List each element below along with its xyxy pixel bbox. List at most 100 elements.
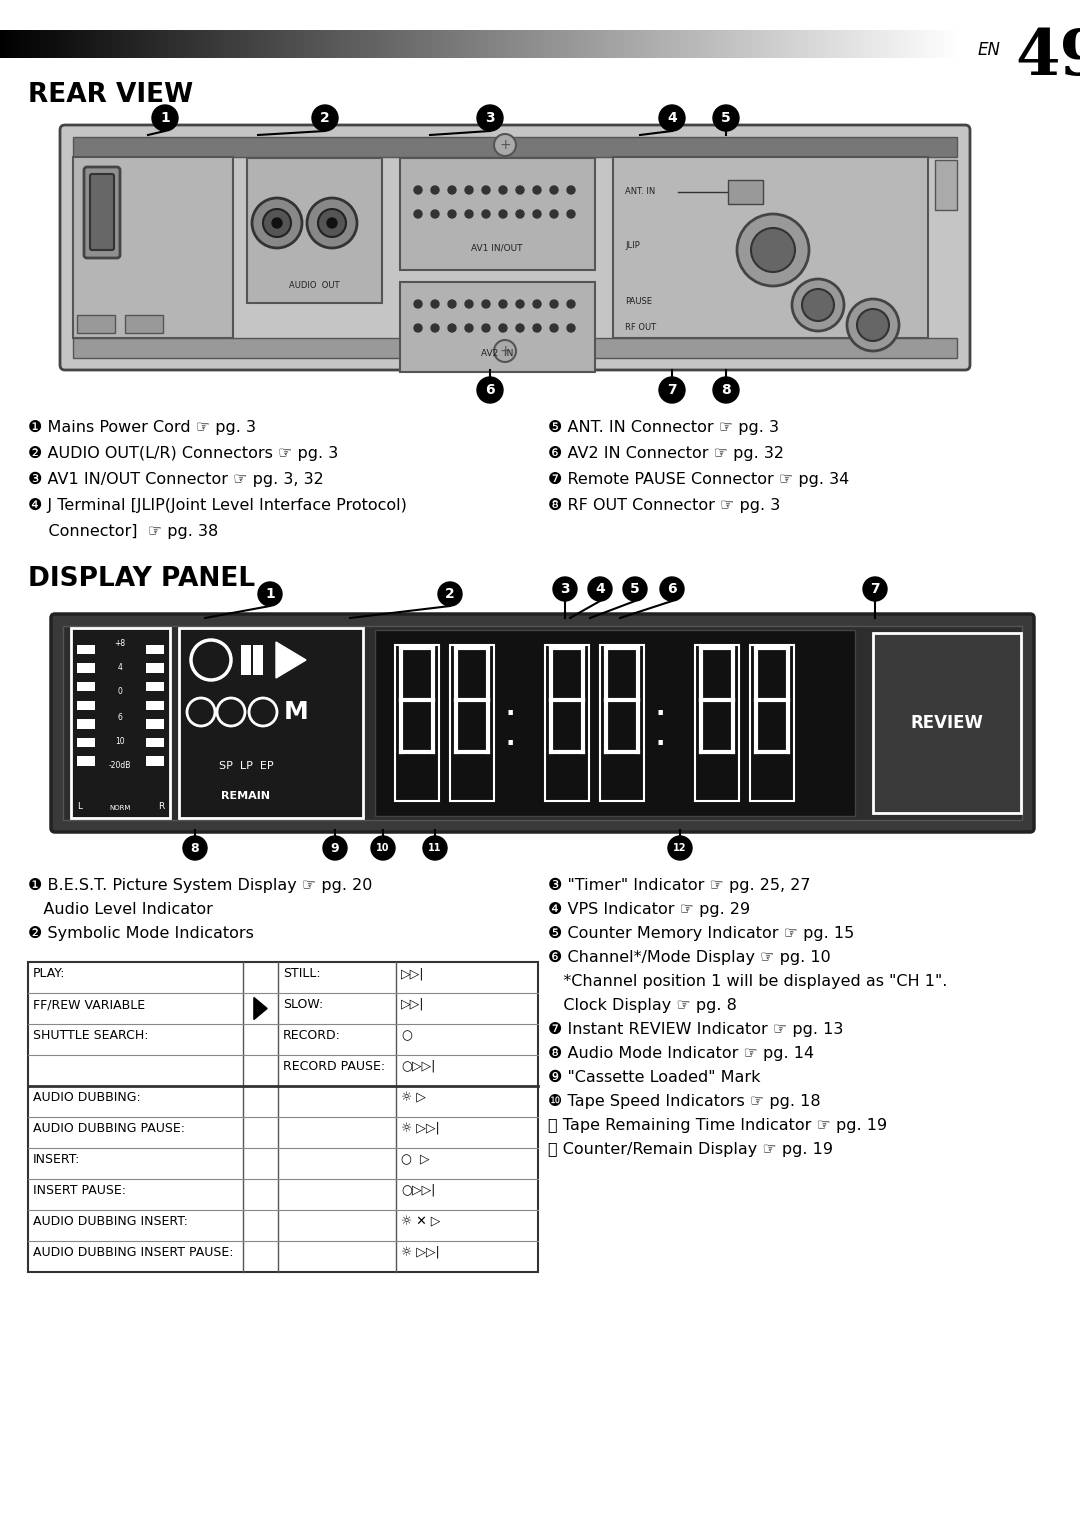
Bar: [262, 31, 265, 58]
Bar: [431, 31, 432, 58]
Bar: [545, 31, 548, 58]
Bar: [258, 31, 259, 58]
Text: RECORD:: RECORD:: [283, 1029, 341, 1042]
Bar: [518, 31, 521, 58]
Circle shape: [327, 218, 337, 227]
Bar: [59, 31, 62, 58]
Bar: [329, 31, 332, 58]
Bar: [200, 31, 202, 58]
Bar: [730, 31, 732, 58]
Bar: [339, 31, 341, 58]
Circle shape: [152, 105, 178, 131]
Bar: [197, 31, 199, 58]
Bar: [738, 31, 740, 58]
Text: 3: 3: [485, 111, 495, 125]
Text: Clock Display ☞ pg. 8: Clock Display ☞ pg. 8: [548, 998, 737, 1013]
Bar: [702, 31, 704, 58]
Text: SHUTTLE SEARCH:: SHUTTLE SEARCH:: [33, 1029, 149, 1042]
Bar: [27, 31, 29, 58]
Bar: [920, 31, 922, 58]
Bar: [634, 31, 636, 58]
Circle shape: [465, 211, 473, 218]
Bar: [464, 31, 467, 58]
Bar: [728, 180, 762, 204]
Bar: [840, 31, 842, 58]
Bar: [853, 31, 855, 58]
Bar: [298, 31, 300, 58]
Bar: [310, 31, 312, 58]
Text: ❹ J Terminal [JLIP(Joint Level Interface Protocol): ❹ J Terminal [JLIP(Joint Level Interface…: [28, 497, 407, 513]
Bar: [133, 31, 135, 58]
Text: Connector]  ☞ pg. 38: Connector] ☞ pg. 38: [28, 523, 218, 539]
Text: 3: 3: [561, 581, 570, 597]
Bar: [153, 31, 156, 58]
Circle shape: [307, 198, 357, 249]
Circle shape: [258, 581, 282, 606]
Text: AV1 IN/OUT: AV1 IN/OUT: [471, 244, 523, 252]
Text: ❷ AUDIO OUT(L/R) Connectors ☞ pg. 3: ❷ AUDIO OUT(L/R) Connectors ☞ pg. 3: [28, 446, 338, 461]
Bar: [100, 31, 103, 58]
Bar: [296, 31, 298, 58]
Bar: [940, 31, 942, 58]
Circle shape: [550, 324, 558, 333]
Bar: [526, 31, 528, 58]
Bar: [222, 31, 225, 58]
Bar: [903, 31, 905, 58]
Circle shape: [448, 324, 456, 333]
Circle shape: [659, 105, 685, 131]
Text: .: .: [656, 696, 664, 720]
Bar: [395, 645, 438, 801]
Text: .: .: [505, 726, 515, 749]
Circle shape: [623, 577, 647, 601]
Bar: [413, 31, 415, 58]
Circle shape: [713, 377, 739, 403]
Bar: [800, 31, 802, 58]
Bar: [208, 31, 211, 58]
Bar: [863, 31, 864, 58]
Bar: [259, 31, 261, 58]
Text: ☼ ▷: ☼ ▷: [401, 1091, 426, 1103]
Bar: [276, 31, 279, 58]
Bar: [24, 31, 26, 58]
Bar: [850, 31, 852, 58]
Bar: [805, 31, 807, 58]
Bar: [190, 31, 192, 58]
Bar: [747, 31, 750, 58]
Bar: [82, 31, 83, 58]
Bar: [146, 719, 164, 728]
Bar: [598, 31, 600, 58]
Bar: [316, 31, 319, 58]
Text: INSERT:: INSERT:: [33, 1154, 80, 1166]
Bar: [585, 31, 588, 58]
Bar: [157, 31, 159, 58]
Bar: [143, 31, 145, 58]
Bar: [825, 31, 827, 58]
Bar: [224, 31, 226, 58]
Text: 5: 5: [721, 111, 731, 125]
Bar: [184, 31, 186, 58]
Bar: [576, 31, 578, 58]
Bar: [312, 31, 314, 58]
Bar: [505, 31, 508, 58]
Bar: [146, 31, 148, 58]
Bar: [552, 31, 554, 58]
Bar: [63, 31, 65, 58]
Bar: [424, 31, 427, 58]
Circle shape: [499, 324, 507, 333]
Bar: [665, 31, 667, 58]
Bar: [418, 31, 420, 58]
Circle shape: [431, 324, 438, 333]
Bar: [814, 31, 816, 58]
Bar: [375, 630, 855, 816]
Bar: [245, 31, 247, 58]
Bar: [402, 31, 404, 58]
Text: ❼ Remote PAUSE Connector ☞ pg. 34: ❼ Remote PAUSE Connector ☞ pg. 34: [548, 472, 849, 487]
Bar: [907, 31, 909, 58]
Bar: [816, 31, 819, 58]
Bar: [571, 31, 573, 58]
Bar: [774, 31, 777, 58]
Circle shape: [183, 836, 207, 861]
Text: PAUSE: PAUSE: [625, 298, 652, 307]
Bar: [539, 31, 541, 58]
Bar: [53, 31, 55, 58]
